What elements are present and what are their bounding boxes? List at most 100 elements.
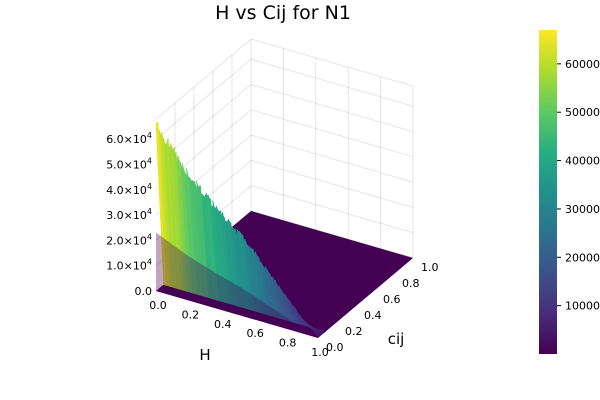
surface-front-shade: [224, 278, 227, 312]
y-tick-label: 0.2: [345, 325, 363, 338]
back-wall-edge: [250, 38, 414, 87]
surface-front-shade: [283, 315, 286, 329]
y-tick-label: 0.0: [326, 341, 344, 354]
surface-front-shade: [249, 292, 252, 319]
surface-front-shade: [176, 247, 179, 298]
back-wall-gridline: [250, 134, 414, 183]
surface-front-shade: [303, 329, 306, 335]
colorbar-tick-label: 20000: [565, 251, 600, 264]
surface-front-shade: [269, 306, 272, 325]
surface-front-shade: [279, 313, 282, 328]
surface-front-shade: [198, 262, 201, 304]
z-tick-label: 3.0×104: [106, 207, 152, 222]
surface-front-shade: [192, 258, 195, 303]
side-wall-edge: [155, 38, 252, 120]
surface-front-shade: [295, 323, 298, 333]
x-tick-label: 0.2: [182, 308, 200, 321]
surface-front-shade: [216, 273, 219, 310]
surface-front-shade: [206, 267, 209, 307]
surface-ridge-facet: [155, 121, 166, 286]
surface-front-shade: [214, 272, 217, 309]
surface-front-shade: [156, 232, 159, 292]
x-tick-label: 0.8: [279, 337, 297, 350]
x-tick-label: 0.0: [149, 299, 167, 312]
surface-front-shade: [212, 271, 215, 309]
surface-front-shade: [293, 322, 296, 332]
back-wall-gridline: [250, 109, 414, 158]
y-tick-label: 0.6: [383, 293, 401, 306]
chart-title: H vs Cij for N1: [215, 2, 351, 24]
surface-front-shade: [259, 299, 262, 322]
z-tick-label: 4.0×104: [106, 182, 152, 197]
surface-layer: [155, 121, 413, 338]
surface-front-shade: [263, 302, 266, 323]
surface-front-shade: [301, 327, 304, 334]
surface-front-shade: [239, 286, 242, 316]
colorbar-gradient: [539, 30, 557, 354]
surface-front-shade: [234, 284, 237, 315]
back-wall-gridline: [250, 84, 414, 133]
surface-front-shade: [202, 264, 205, 306]
surface-front-shade: [226, 279, 229, 313]
z-tick-label: 6.0×104: [106, 131, 152, 146]
surface-front-shade: [305, 330, 308, 336]
surface-front-shade: [184, 253, 187, 300]
back-wall-gridline: [250, 159, 414, 208]
surface-front-shade: [251, 294, 254, 320]
surface-front-shade: [309, 332, 312, 337]
surface-front-shade: [243, 289, 246, 317]
x-tick-label: 0.6: [246, 327, 264, 340]
colorbar-ticks: 10000 20000 30000 40000 50000 60000: [557, 58, 600, 313]
surface-front-shade: [208, 268, 211, 307]
surface-front-shade: [289, 319, 292, 331]
colorbar-tick-label: 30000: [565, 203, 600, 216]
y-tick-label: 1.0: [421, 261, 439, 274]
surface-front-shade: [257, 298, 260, 321]
surface-front-shade: [311, 333, 314, 337]
colorbar: 10000 20000 30000 40000 50000 60000: [539, 30, 600, 354]
z-tick-label: 2.0×104: [106, 232, 152, 247]
surface-front-shade: [204, 266, 207, 306]
surface-front-shade: [196, 261, 199, 304]
surface-front-shade: [220, 276, 223, 311]
back-wall-gridline: [250, 58, 414, 107]
x-tick-label: 0.4: [214, 318, 232, 331]
colorbar-tick-label: 60000: [565, 58, 600, 71]
surface-front-shade: [275, 310, 278, 327]
colorbar-tick-label: 40000: [565, 155, 600, 168]
surface-front-shade: [180, 250, 183, 299]
surface-front-shade: [271, 307, 274, 326]
surface-front-shade: [162, 236, 165, 294]
surface-front-shade: [232, 283, 235, 314]
surface-front-shade: [222, 277, 225, 311]
surface-front-shade: [285, 317, 288, 330]
surface-front-shade: [315, 336, 318, 338]
surface-front-shade: [267, 304, 270, 324]
surface-front-shade: [194, 259, 197, 303]
x-axis-title: H: [199, 346, 210, 364]
z-tick-label: 1.0×104: [106, 258, 152, 273]
colorbar-tick-label: 10000: [565, 300, 600, 313]
y-tick-label: 0.8: [402, 277, 420, 290]
surface-front-shade: [241, 287, 244, 317]
surface-front-shade: [230, 281, 233, 314]
surface-front-shade: [228, 280, 231, 313]
surface-front-shade: [247, 291, 250, 319]
surface-front-shade: [253, 295, 256, 320]
surface-front-shade: [287, 318, 290, 330]
surface-front-shade: [158, 234, 161, 293]
surface-front-shade: [265, 303, 268, 324]
x-tick-label: 1.0: [311, 346, 329, 359]
tick-layer: 0.00.20.40.60.81.00.00.20.40.60.81.00.01…: [106, 131, 438, 359]
surface-front-shade: [190, 257, 193, 302]
surface-front-shade: [160, 235, 163, 293]
surface-front-shade: [261, 300, 264, 323]
surface-front-shade: [210, 269, 213, 308]
surface-front-shade: [166, 239, 169, 295]
surface-front-shade: [200, 263, 203, 305]
surface-front-shade: [299, 326, 302, 334]
surface-front-shade: [168, 241, 171, 296]
surface-front-shade: [291, 321, 294, 331]
y-tick-label: 0.4: [364, 309, 382, 322]
